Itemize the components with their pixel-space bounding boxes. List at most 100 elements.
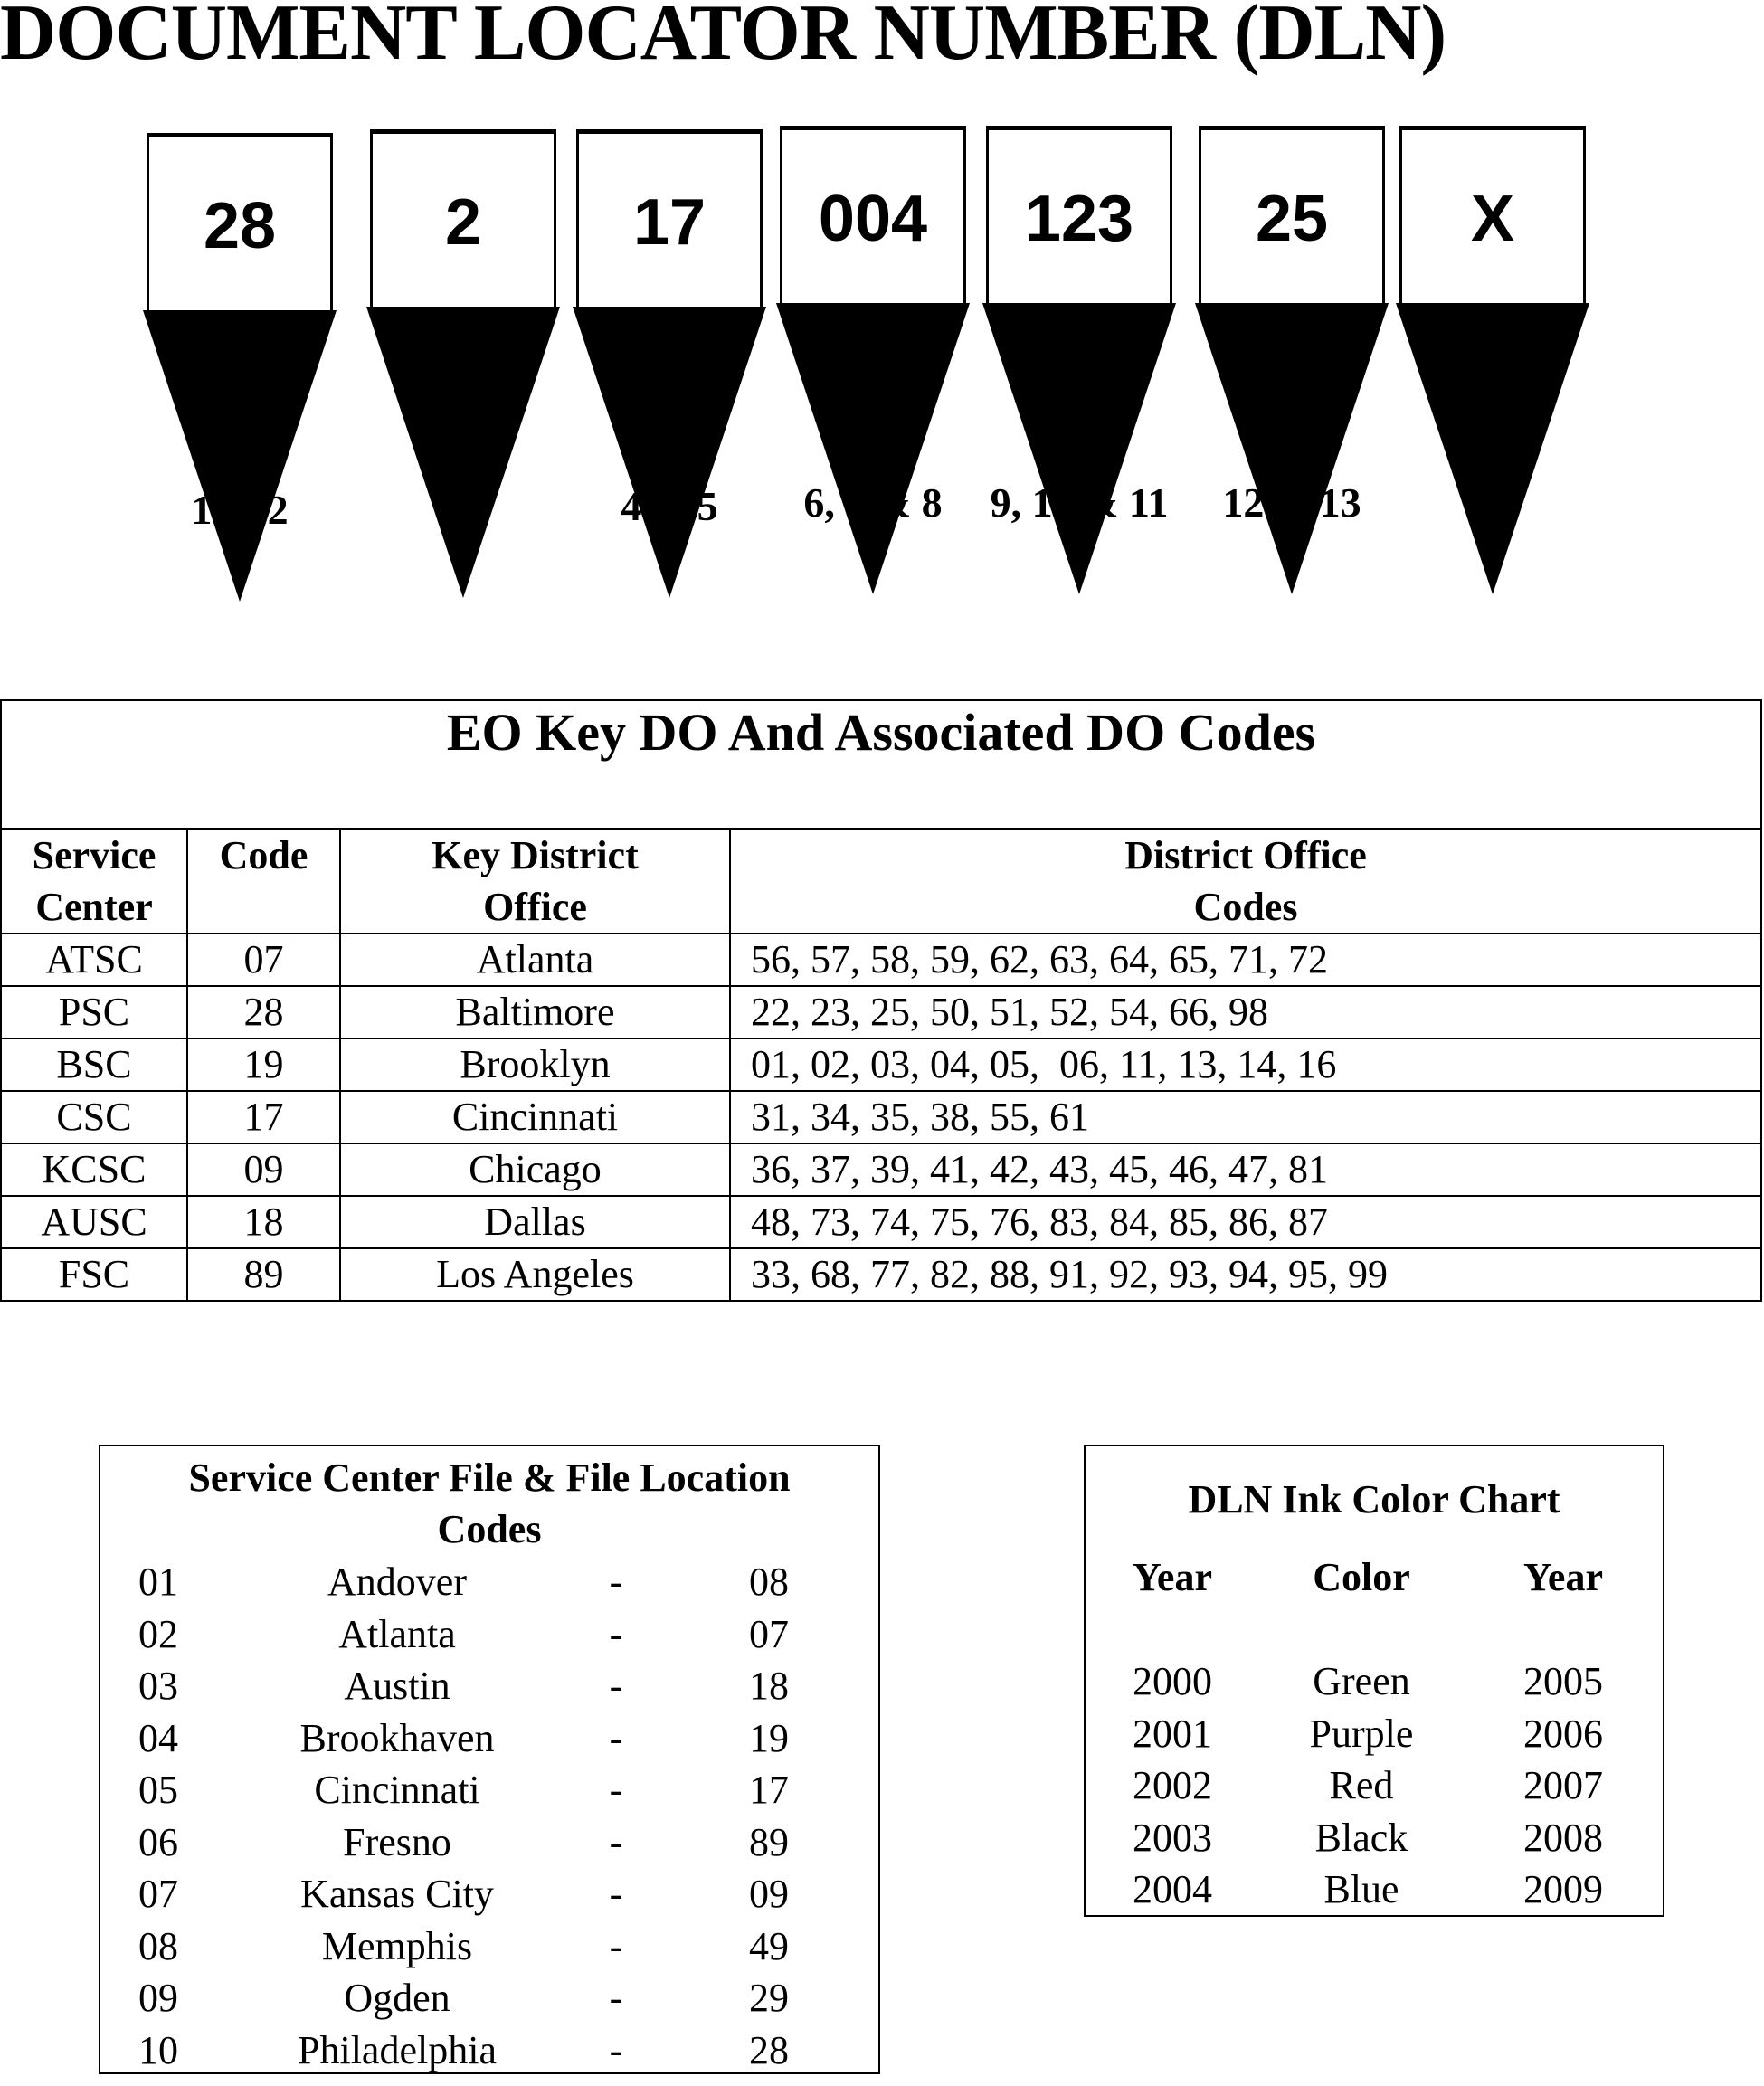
ink-chart-header: Year Color Year [1086,1551,1663,1603]
separator: - [609,1923,623,1968]
year-cell: 2003 [1133,1815,1212,1860]
color-cell: Red [1329,1763,1394,1807]
file-code: 03 [138,1664,178,1708]
district-office-codes-cell: 31, 34, 35, 38, 55, 61 [729,1090,1762,1144]
location-code: 17 [749,1768,789,1812]
year-cell-2: 2009 [1523,1867,1603,1911]
dln-segment: 123 9, 10 & 11 [982,126,1176,594]
key-district-office-cell: Brooklyn [339,1038,731,1092]
list-item: 02 Atlanta - 07 [100,1608,878,1660]
file-code: 02 [138,1611,178,1656]
year-cell-2: 2007 [1523,1763,1603,1807]
eo-key-do-table: EO Key DO And Associated DO Codes Servic… [0,699,1762,1302]
down-arrow-icon [366,307,560,598]
table-row: CSC 17 Cincinnati 31, 34, 35, 38, 55, 61 [0,1090,1762,1144]
year-cell-2: 2005 [1523,1659,1603,1703]
dln-segment-positions: 12 & 13 [1222,479,1361,526]
service-center-name: Andover [327,1560,467,1604]
service-center-cell: FSC [0,1247,188,1302]
location-code: 89 [749,1819,789,1864]
location-code: 07 [749,1611,789,1656]
list-item: 05 Cincinnati - 17 [100,1764,878,1816]
service-center-name: Fresno [343,1819,451,1864]
dln-segment-positions: 14 [1472,479,1513,526]
service-center-name: Cincinnati [314,1768,480,1812]
header-service-center: Service Center [0,828,188,934]
list-item: 2004 Blue 2009 [1086,1863,1663,1915]
separator: - [609,1715,623,1760]
dln-segment-positions: 3 [452,483,474,529]
service-center-name: Philadelphia [298,2027,497,2072]
down-arrow-icon [776,303,970,594]
file-code: 07 [138,1872,178,1916]
separator: - [609,1768,623,1812]
list-item: 07 Kansas City - 09 [100,1868,878,1920]
service-center-cell: BSC [0,1038,188,1092]
dln-segment-value: 25 [1199,126,1385,310]
dln-segment-value: X [1399,126,1586,310]
dln-segment: X 14 [1396,126,1589,594]
header-color: Color [1313,1555,1410,1599]
year-cell-2: 2006 [1523,1711,1603,1756]
code-cell: 17 [186,1090,341,1144]
list-item: 10 Philadelphia - 28 [100,2024,878,2076]
code-cell: 09 [186,1143,341,1197]
header-code: Code [186,828,341,934]
dln-segment-value: 123 [986,126,1172,310]
service-center-name: Atlanta [338,1611,456,1656]
dln-segment-value: 2 [370,129,556,314]
key-district-office-cell: Los Angeles [339,1247,731,1302]
dln-segment-value: 17 [576,129,763,314]
code-cell: 07 [186,933,341,987]
key-district-office-cell: Dallas [339,1195,731,1249]
file-code: 01 [138,1560,178,1604]
color-cell: Green [1313,1659,1410,1703]
dln-segment-positions: 4 & 5 [621,483,718,529]
list-item: 2001 Purple 2006 [1086,1708,1663,1759]
list-item: 03 Austin - 18 [100,1660,878,1711]
key-district-office-cell: Atlanta [339,933,731,987]
dln-segment-positions: 6, 7 & 8 [803,479,943,526]
year-cell: 2001 [1133,1711,1212,1756]
file-code: 05 [138,1768,178,1812]
dln-segment: 25 12 & 13 [1195,126,1389,594]
dln-segment-positions: 1 & 2 [191,487,289,533]
list-item: 2003 Black 2008 [1086,1812,1663,1863]
list-item: 2000 Green 2005 [1086,1655,1663,1707]
panel-title-line1: Service Center File & File Location [188,1455,791,1500]
location-code: 19 [749,1715,789,1760]
location-code: 49 [749,1923,789,1968]
list-item: 2002 Red 2007 [1086,1759,1663,1811]
table-row: AUSC 18 Dallas 48, 73, 74, 75, 76, 83, 84, … [0,1195,1762,1249]
table-row: ATSC 07 Atlanta 56, 57, 58, 59, 62, 63, 64,… [0,933,1762,987]
dln-segment: 17 4 & 5 [573,129,766,598]
down-arrow-icon [1195,303,1389,594]
table-row: BSC 19 Brooklyn 01, 02, 03, 04, 05, 06, 11,… [0,1038,1762,1092]
service-center-name: Brookhaven [299,1715,495,1760]
list-item: 09 Ogden - 29 [100,1972,878,2024]
down-arrow-icon [143,310,337,602]
table-header-row: Service Center Code Key District Office … [0,828,1762,934]
table-row: KCSC 09 Chicago 36, 37, 39, 41, 42, 43, 45,… [0,1143,1762,1197]
color-cell: Purple [1309,1711,1414,1756]
file-code: 09 [138,1976,178,2020]
down-arrow-icon [982,303,1176,594]
district-office-codes-cell: 22, 23, 25, 50, 51, 52, 54, 66, 98 [729,985,1762,1039]
list-item: 01 Andover - 08 [100,1556,878,1607]
key-district-office-cell: Chicago [339,1143,731,1197]
separator: - [609,1976,623,2020]
file-location-codes-panel: Service Center File & File Location Code… [99,1445,880,2074]
dln-segment-positions: 9, 10 & 11 [990,479,1169,526]
service-center-name: Kansas City [300,1872,494,1916]
service-center-cell: PSC [0,985,188,1039]
key-district-office-cell: Cincinnati [339,1090,731,1144]
dln-segment: 004 6, 7 & 8 [776,126,970,594]
district-office-codes-cell: 48, 73, 74, 75, 76, 83, 84, 85, 86, 87 [729,1195,1762,1249]
list-item: 06 Fresno - 89 [100,1816,878,1868]
service-center-name: Memphis [321,1923,473,1968]
table-row: FSC 89 Los Angeles 33, 68, 77, 82, 88, 91, … [0,1247,1762,1302]
separator: - [609,1560,623,1604]
location-code: 29 [749,1976,789,2020]
ink-chart-title: DLN Ink Color Chart [1188,1477,1560,1522]
header-key-district-office: Key District Office [339,828,731,934]
